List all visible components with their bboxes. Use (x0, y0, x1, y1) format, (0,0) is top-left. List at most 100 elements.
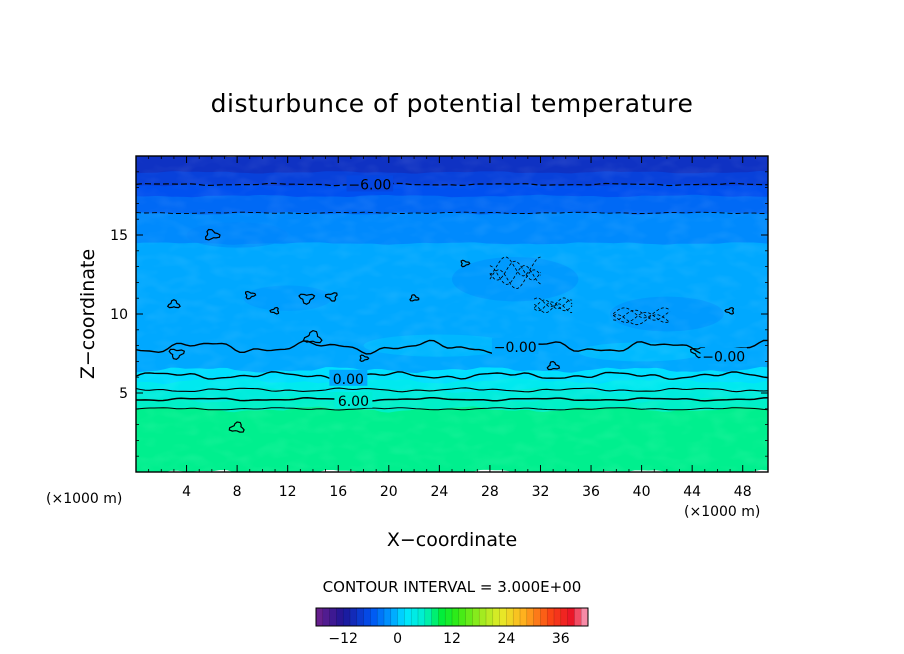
colorbar-segment (322, 608, 331, 626)
colorbar-segment (499, 608, 507, 626)
colorbar-segment (533, 608, 541, 626)
colorbar-segment (404, 608, 412, 626)
contour-line (136, 339, 768, 355)
contour-island (166, 299, 181, 309)
colorbar-segment (547, 608, 555, 626)
colorbar-segment (370, 608, 378, 626)
contour-labels: −6.00 −0.00 0.00 6.00 −0.00 (329, 175, 748, 410)
colorbar-segment (356, 608, 365, 626)
colorbar-segment (363, 608, 371, 626)
contour-label-bg (329, 369, 368, 386)
colorbar-segment (458, 608, 467, 626)
contour-line (136, 182, 768, 187)
contour-negative (533, 301, 573, 312)
colorbar-segment (554, 608, 562, 626)
contour-line (136, 211, 768, 215)
contour-island (324, 292, 338, 302)
colorbar-segment (431, 608, 439, 626)
colorbar-tick-label: 12 (443, 631, 461, 647)
x-tick-label: 28 (481, 484, 499, 500)
colorbar-segment (350, 608, 358, 626)
contour-island (269, 306, 280, 315)
colorbar-tick-label: 0 (393, 631, 402, 647)
colorbar-segment (445, 608, 453, 626)
texture-overlay (136, 156, 768, 472)
colorbar-segment (384, 608, 392, 626)
contour-label: −0.00 (494, 340, 537, 356)
colorbar-segment (329, 608, 337, 626)
colorbar-tick-label: −12 (328, 631, 358, 647)
contour-island (168, 348, 186, 360)
colorbar-segment (492, 608, 501, 626)
contour-label: −6.00 (348, 177, 391, 193)
colorbar-segment (424, 608, 433, 626)
x-axis-label: X−coordinate (387, 529, 517, 551)
colorbar-segment (452, 608, 460, 626)
contour-interval-text: CONTOUR INTERVAL = 3.000E+00 (323, 578, 582, 596)
x-tick-label: 20 (380, 484, 398, 500)
contour-negative (489, 260, 541, 281)
colorbar-segment (513, 608, 521, 626)
x-tick-label: 48 (734, 484, 752, 500)
colorbar-segment (479, 608, 487, 626)
contour-negative (612, 307, 671, 319)
colorbar-segment (316, 608, 324, 626)
contour-line (136, 396, 768, 402)
colorbar-segment (526, 608, 535, 626)
contour-island (724, 306, 735, 315)
colorbar-segment (465, 608, 473, 626)
colorbar-tick-label: 24 (497, 631, 515, 647)
x-tick-label: 36 (582, 484, 600, 500)
colorbar-segment (581, 608, 589, 626)
contour-island (409, 294, 420, 302)
y-tick-label: 10 (110, 307, 128, 323)
contour-lines (136, 182, 768, 433)
colorbar-segment (486, 608, 494, 626)
y-tick-label: 15 (110, 228, 128, 244)
contour-label: 6.00 (338, 394, 369, 410)
contour-negative (612, 311, 671, 323)
x-tick-label: 40 (633, 484, 651, 500)
contour-negative (613, 309, 671, 321)
contour-label-bg (334, 391, 373, 408)
contour-island (298, 293, 316, 305)
colorbar-segment (438, 608, 446, 626)
contour-line (136, 371, 768, 381)
colorbar-segment (520, 608, 528, 626)
contour-island (460, 259, 471, 268)
colorbar-segment (377, 608, 385, 626)
contour-line (136, 387, 768, 393)
contour-island (245, 290, 257, 300)
contour-island (228, 421, 245, 433)
colorbar-tick-label: 36 (552, 631, 570, 647)
colorbar-segment (397, 608, 405, 626)
x-tick-label: 44 (683, 484, 701, 500)
colorbar-frame (315, 607, 589, 627)
x-tick-label: 4 (182, 484, 191, 500)
contour-label: 0.00 (333, 372, 364, 388)
colorbar-segment (343, 608, 351, 626)
plot-area: −6.00 −0.00 0.00 6.00 −0.00 (136, 156, 768, 472)
colorbar-segment (418, 608, 426, 626)
colorbar-segment (560, 608, 569, 626)
contour-negative (533, 297, 573, 308)
colorbar-segment (506, 608, 514, 626)
contour-island (204, 228, 221, 241)
chart-title: disturbunce of potential temperature (211, 89, 694, 118)
contour-island (302, 329, 323, 344)
colorbar-segment (336, 608, 344, 626)
contour-island (359, 354, 370, 363)
contour-island (546, 360, 561, 371)
x-axis-unit-right: (×1000 m) (684, 504, 760, 520)
x-tick-label: 24 (430, 484, 448, 500)
contour-negative (489, 256, 541, 277)
y-tick-label: 5 (119, 386, 128, 402)
x-axis-unit-left: (×1000 m) (46, 491, 122, 507)
y-axis-label: Z−coordinate (77, 249, 99, 379)
colorbar-segment (540, 608, 548, 626)
contour-label-bg (346, 175, 394, 192)
colorbar: −12 0 12 24 36 (315, 607, 589, 647)
contour-label-bg (491, 338, 539, 355)
colorbar-segment (390, 608, 399, 626)
